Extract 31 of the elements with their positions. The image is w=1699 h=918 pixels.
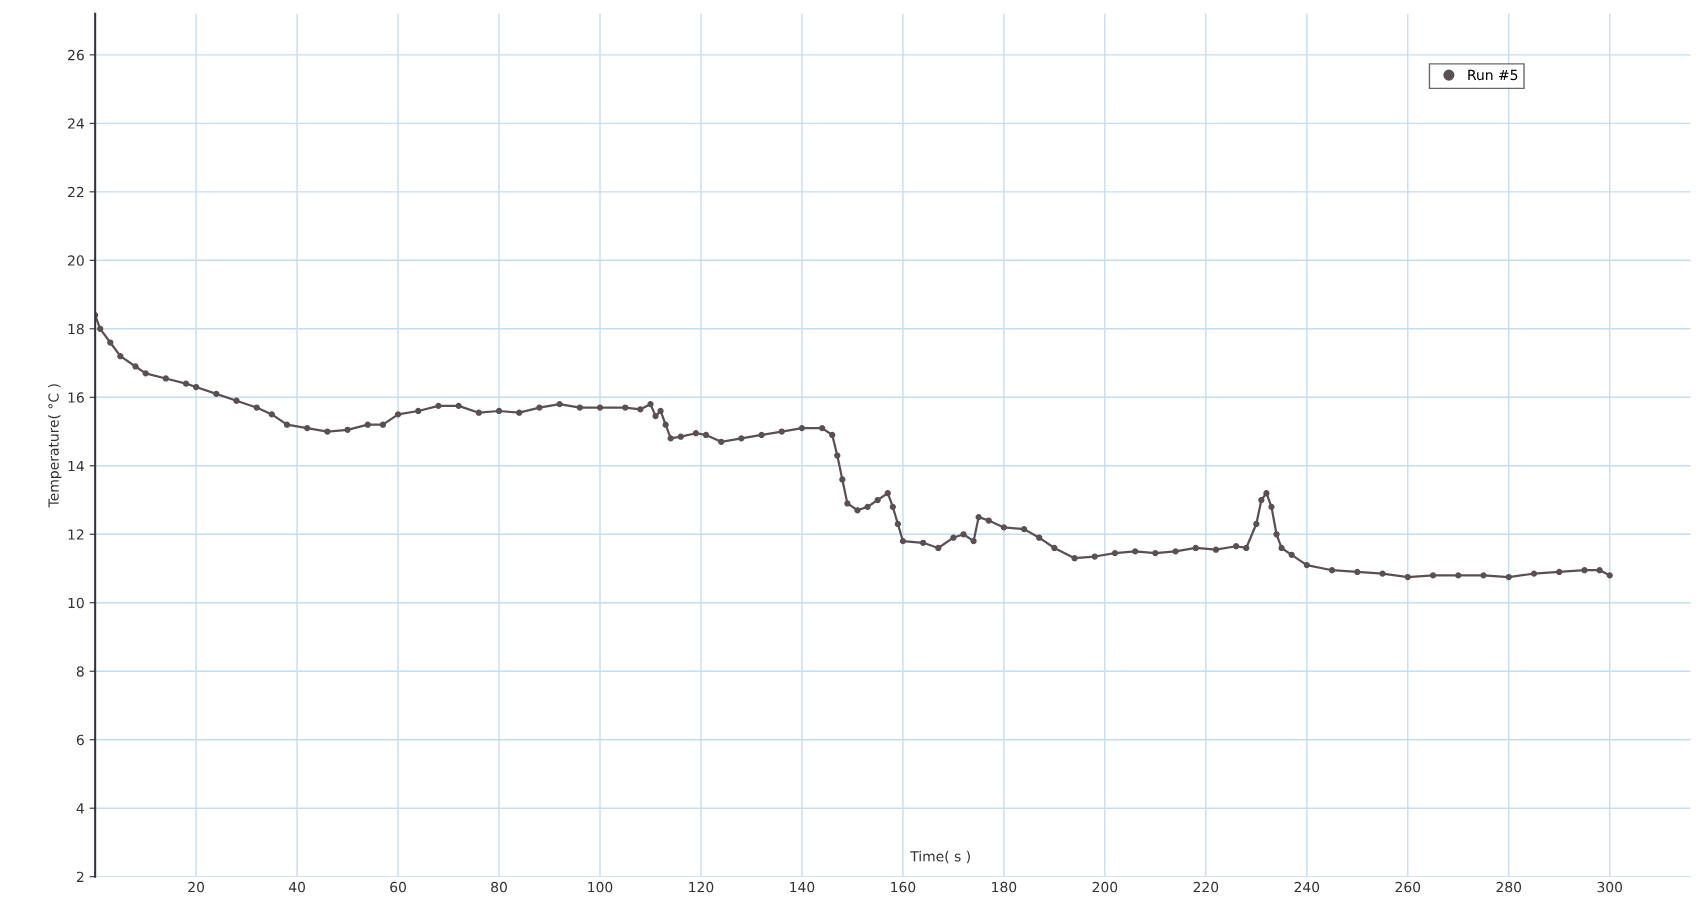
- legend-label: Run #5: [1468, 69, 1518, 81]
- x-tick-label: 160: [891, 881, 916, 893]
- y-tick-label: 26: [68, 49, 84, 61]
- y-tick-label: 22: [68, 186, 84, 198]
- x-tick-label: 140: [790, 881, 815, 893]
- y-tick-label: 2: [76, 871, 84, 882]
- x-tick-label: 280: [1496, 881, 1522, 893]
- x-tick-label: 120: [689, 881, 714, 893]
- y-tick-label: 16: [68, 392, 84, 403]
- y-tick-label: 12: [68, 529, 84, 540]
- y-tick-label: 8: [76, 666, 84, 677]
- x-tick-label: 260: [1395, 881, 1421, 893]
- y-tick-label: 24: [68, 118, 84, 129]
- y-axis-title: Temperature( °C ): [48, 384, 62, 508]
- x-tick-label: 200: [1092, 881, 1118, 893]
- x-tick-label: 100: [588, 881, 613, 893]
- y-tick-label: 20: [68, 255, 84, 266]
- x-tick-label: 80: [491, 881, 507, 893]
- y-tick-label: 18: [68, 323, 84, 335]
- y-tick-label: 4: [76, 803, 84, 814]
- y-tick-label: 6: [76, 734, 84, 746]
- x-tick-label: 240: [1294, 881, 1320, 893]
- x-tick-label: 180: [992, 881, 1017, 893]
- y-tick-label: 14: [68, 460, 84, 472]
- x-tick-label: 40: [288, 881, 305, 893]
- x-axis-title: Time( s ): [910, 850, 970, 864]
- x-tick-label: 20: [188, 881, 205, 893]
- x-tick-label: 220: [1193, 881, 1219, 893]
- x-tick-label: 300: [1597, 881, 1623, 893]
- x-tick-label: 60: [390, 881, 406, 893]
- y-tick-label: 10: [68, 597, 84, 609]
